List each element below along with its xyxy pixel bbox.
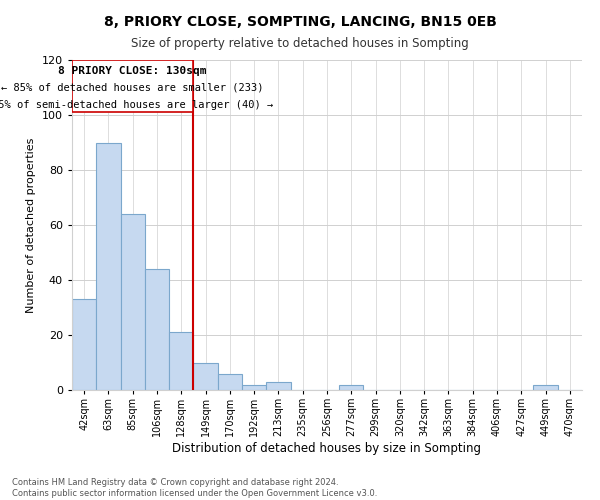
Y-axis label: Number of detached properties: Number of detached properties [26, 138, 36, 312]
Bar [145, 269, 169, 390]
Text: Size of property relative to detached houses in Sompting: Size of property relative to detached ho… [131, 38, 469, 51]
Bar [533, 384, 558, 390]
Text: 15% of semi-detached houses are larger (40) →: 15% of semi-detached houses are larger (… [0, 100, 274, 110]
Bar [72, 60, 193, 112]
Bar [242, 384, 266, 390]
Bar [218, 374, 242, 390]
X-axis label: Distribution of detached houses by size in Sompting: Distribution of detached houses by size … [173, 442, 482, 455]
Text: 8, PRIORY CLOSE, SOMPTING, LANCING, BN15 0EB: 8, PRIORY CLOSE, SOMPTING, LANCING, BN15… [104, 15, 496, 29]
Bar [96, 142, 121, 390]
Text: Contains HM Land Registry data © Crown copyright and database right 2024.
Contai: Contains HM Land Registry data © Crown c… [12, 478, 377, 498]
Text: ← 85% of detached houses are smaller (233): ← 85% of detached houses are smaller (23… [1, 82, 264, 92]
Bar [339, 384, 364, 390]
Bar [121, 214, 145, 390]
Bar [266, 382, 290, 390]
Bar [169, 332, 193, 390]
Bar [193, 362, 218, 390]
Text: 8 PRIORY CLOSE: 130sqm: 8 PRIORY CLOSE: 130sqm [58, 66, 207, 76]
Bar [72, 299, 96, 390]
